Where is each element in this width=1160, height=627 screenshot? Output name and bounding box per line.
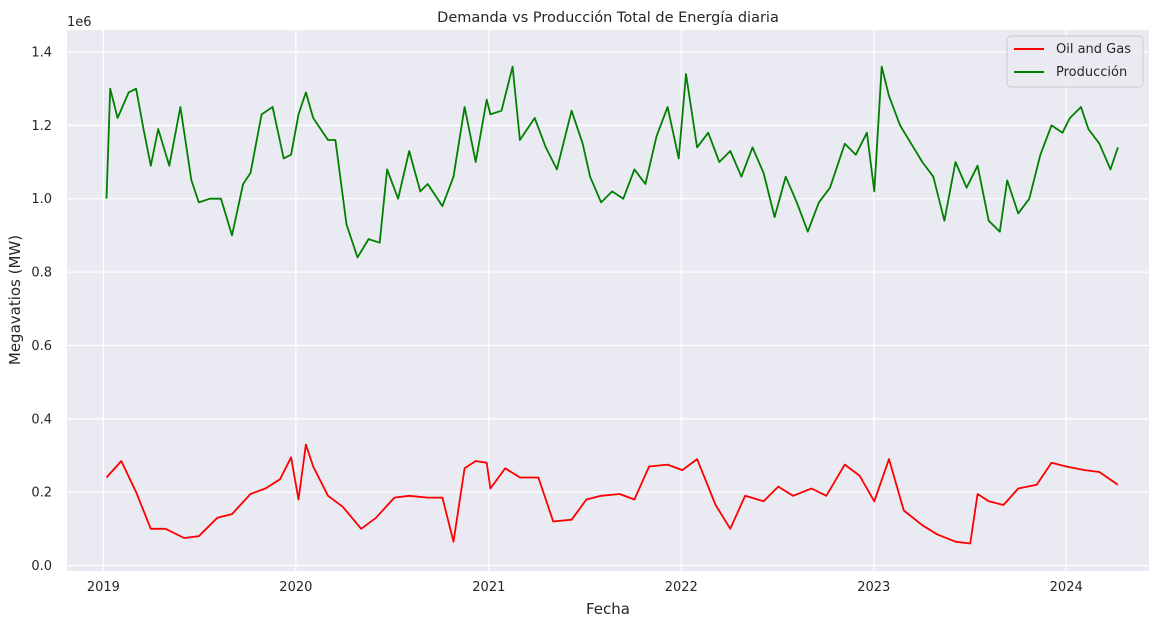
x-tick-label: 2021 — [472, 580, 505, 595]
y-tick-label: 1.0 — [31, 192, 52, 207]
legend-label-produccion: Producción — [1056, 65, 1127, 80]
x-tick-label: 2019 — [87, 580, 120, 595]
series-lines — [105, 65, 1119, 545]
y-axis-title: Megavatios (MW) — [6, 235, 24, 365]
x-tick-label: 2024 — [1050, 580, 1083, 595]
x-tick-label: 2023 — [857, 580, 890, 595]
x-tick-label: 2022 — [665, 580, 698, 595]
x-axis-title: Fecha — [586, 600, 630, 618]
y-tick-label: 0.6 — [31, 339, 52, 354]
y-tick-label: 1.2 — [31, 119, 52, 134]
x-axis-ticks: 2019 2020 2021 2022 2023 2024 — [87, 580, 1083, 595]
y-tick-label: 0.4 — [31, 412, 52, 427]
plot-background — [67, 30, 1149, 571]
y-tick-label: 0.0 — [31, 559, 52, 574]
legend: Oil and Gas Producción — [1006, 35, 1144, 88]
series-line-produccion — [105, 65, 1119, 259]
x-tick-label: 2020 — [279, 580, 312, 595]
y-axis-ticks: 0.0 0.2 0.4 0.6 0.8 1.0 1.2 1.4 — [31, 46, 52, 574]
legend-label-oil-and-gas: Oil and Gas — [1056, 42, 1131, 57]
y-tick-label: 0.8 — [31, 266, 52, 281]
y-tick-label: 1.4 — [31, 46, 52, 61]
grid — [67, 30, 1149, 571]
y-offset-label: 1e6 — [67, 15, 92, 30]
y-tick-label: 0.2 — [31, 486, 52, 501]
chart-title: Demanda vs Producción Total de Energía d… — [437, 10, 779, 26]
series-line-oil-and-gas — [105, 443, 1119, 545]
